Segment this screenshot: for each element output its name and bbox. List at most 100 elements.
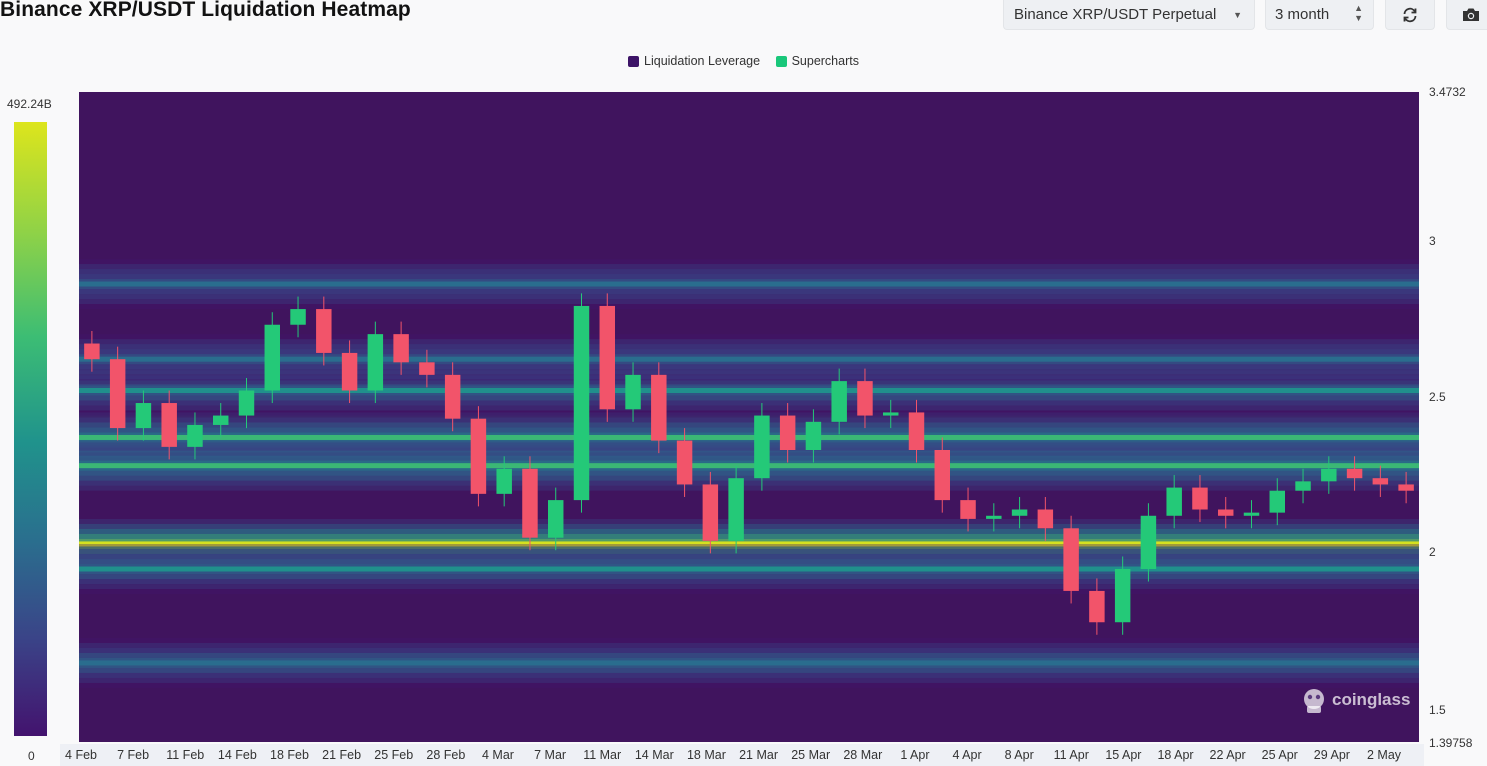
y-tick: 2.5 [1429, 390, 1446, 404]
y-tick: 3 [1429, 234, 1436, 248]
x-tick: 21 Mar [739, 748, 778, 762]
page-title: Binance XRP/USDT Liquidation Heatmap [0, 0, 411, 21]
candle-body [135, 403, 152, 429]
candle-body [470, 418, 487, 494]
liquidation-level-band [79, 463, 1419, 469]
x-tick: 1 Apr [900, 748, 930, 762]
heatmap-plot-area[interactable] [79, 92, 1419, 742]
liquidation-level-band [79, 434, 1419, 440]
x-tick: 25 Mar [791, 748, 831, 762]
refresh-icon [1403, 7, 1417, 22]
candle-body [1295, 481, 1311, 491]
x-tick: 28 Mar [843, 748, 883, 762]
x-tick: 29 Apr [1313, 748, 1350, 762]
x-axis-bar [60, 744, 1424, 766]
candle-body [651, 374, 667, 441]
x-tick: 25 Apr [1261, 748, 1298, 762]
liquidation-level-band [79, 566, 1419, 572]
x-tick: 2 May [1366, 748, 1402, 762]
candle-body [290, 309, 306, 325]
range-select-value: 3 month [1275, 6, 1330, 23]
candle-body [754, 415, 770, 479]
candle-body [161, 403, 177, 447]
candle-body [986, 515, 1002, 519]
refresh-button[interactable] [1385, 0, 1435, 30]
x-tick: 18 Apr [1157, 748, 1194, 762]
candle-body [728, 478, 744, 541]
y-tick: 1.5 [1429, 703, 1446, 717]
x-tick: 11 Mar [583, 748, 622, 762]
x-tick: 21 Feb [322, 748, 362, 762]
x-tick: 7 Feb [117, 748, 150, 762]
x-tick: 4 Mar [481, 748, 514, 762]
candle-body [444, 374, 461, 419]
x-tick: 4 Feb [65, 748, 97, 762]
candle-body [831, 381, 847, 422]
x-tick: 22 Apr [1209, 748, 1246, 762]
candle-body [1166, 487, 1182, 516]
range-select[interactable]: 3 month ▲ ▼ [1265, 0, 1374, 30]
candle-body [1372, 478, 1389, 485]
candle-body [805, 421, 822, 451]
color-scale-max: 492.24B [7, 97, 52, 111]
x-tick: 25 Feb [374, 748, 414, 762]
candle-body [367, 334, 384, 391]
caret-down-icon: ▼ [1233, 9, 1242, 20]
candle-body [496, 468, 512, 494]
candle-body [1011, 509, 1028, 516]
candle-body [522, 468, 538, 538]
candle-body [1398, 484, 1414, 491]
legend-swatch-supercharts [775, 55, 787, 67]
candle-body [1089, 590, 1105, 623]
x-tick: 15 Apr [1105, 748, 1142, 762]
candle-body [573, 305, 590, 501]
x-tick: 11 Apr [1053, 748, 1089, 762]
chart-legend: Liquidation Leverage Supercharts [0, 54, 1487, 70]
candle-body [934, 450, 950, 501]
screenshot-button[interactable] [1446, 0, 1487, 30]
candle-body [1243, 512, 1260, 516]
candle-body [908, 412, 925, 451]
candle-body [1192, 487, 1208, 510]
candle-body [316, 309, 332, 353]
candle-body [1140, 515, 1157, 570]
candle-body [548, 500, 564, 538]
candle-body [960, 500, 976, 519]
x-tick: 8 Apr [1004, 748, 1034, 762]
camera-icon [1463, 8, 1479, 21]
candle-body [625, 374, 641, 410]
x-tick: 18 Mar [686, 748, 726, 762]
coinglass-watermark: coinglass [1301, 686, 1410, 714]
candle-body [1346, 468, 1363, 479]
watermark-text: coinglass [1332, 690, 1411, 709]
candle-body [84, 343, 100, 360]
y-tick: 3.4732 [1429, 85, 1466, 99]
updown-arrows-icon: ▲ ▼ [1354, 3, 1363, 23]
liquidation-level-band [79, 660, 1419, 666]
y-tick: 2 [1429, 545, 1436, 559]
market-select-value: Binance XRP/USDT Perpetual [1014, 6, 1217, 23]
legend-item-liquidation-leverage[interactable]: Liquidation Leverage [628, 54, 760, 68]
legend-item-supercharts[interactable]: Supercharts [775, 54, 859, 68]
x-tick: 7 Mar [534, 748, 567, 762]
candle-body [599, 305, 615, 410]
legend-swatch-liquidation [628, 55, 640, 67]
candle-body [1037, 509, 1054, 529]
x-tick: 18 Feb [270, 748, 309, 762]
liquidation-level-band [79, 541, 1419, 547]
market-select[interactable]: Binance XRP/USDT Perpetual ▼ [1003, 0, 1255, 30]
legend-label: Supercharts [791, 54, 859, 68]
x-tick: 28 Feb [426, 748, 466, 762]
x-tick: 14 Feb [217, 748, 257, 762]
candle-body [857, 381, 873, 416]
candle-body [109, 359, 126, 429]
x-tick: 4 Apr [952, 748, 982, 762]
candle-body [187, 424, 203, 447]
liquidation-level-band [79, 388, 1419, 394]
candle-body [213, 415, 229, 425]
heatmap-chart [79, 259, 1419, 688]
color-scale-bar [14, 122, 47, 736]
candle-body [779, 415, 796, 451]
candle-body [883, 412, 899, 416]
liquidation-level-band [79, 281, 1419, 287]
